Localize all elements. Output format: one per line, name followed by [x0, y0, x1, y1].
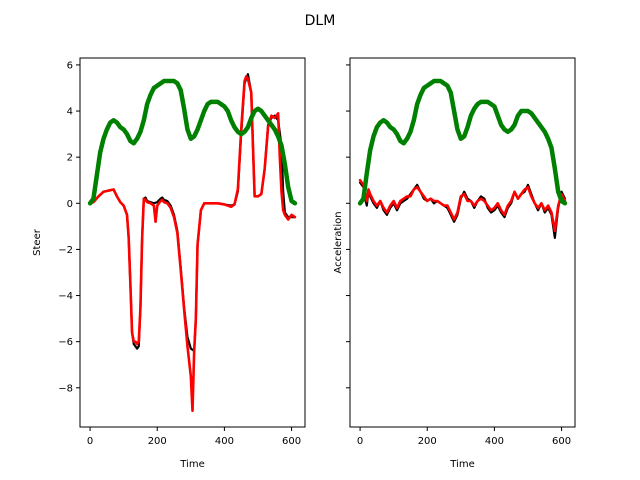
chart-2-x-tick-label: 200	[418, 436, 437, 447]
chart-2-x-tick-label: 600	[552, 436, 571, 447]
chart-1-y-tick-label: −2	[58, 245, 73, 256]
chart-1-x-tick-label: 600	[282, 436, 301, 447]
chart-2-x-tick-label: 0	[357, 436, 363, 447]
chart-1-x-tick-label: 200	[148, 436, 167, 447]
chart-1-x-tick-label: 400	[215, 436, 234, 447]
chart-2-x-axis-label: Time	[449, 459, 474, 470]
chart-1-y-tick-label: 6	[67, 60, 73, 71]
chart-1-y-tick-label: 4	[67, 107, 73, 118]
chart-2-y-axis-label: Acceleration	[333, 211, 344, 273]
chart-1-series-3-line	[87, 78, 298, 206]
chart-1-y-tick-label: 0	[67, 199, 73, 210]
chart-1-y-tick-label: −6	[58, 337, 73, 348]
chart-1-x-tick-label: 0	[87, 436, 93, 447]
chart-1-series-2-line	[88, 75, 297, 413]
chart-1-y-tick-label: 2	[67, 153, 73, 164]
figure-title: DLM	[305, 13, 336, 29]
chart-1-x-axis-label: Time	[179, 459, 204, 470]
chart-2-axes-frame	[349, 57, 576, 428]
chart-2-x-tick-label: 400	[485, 436, 504, 447]
chart-1-y-tick-label: −4	[58, 291, 73, 302]
subplots: 0 200 400 600 −8 −6 −4 −2 0 2 4 6 Time Steer 0 200 400 60…	[32, 57, 576, 470]
chart-1-y-tick-label: −8	[58, 383, 73, 394]
chart-1-y-axis-label: Steer	[32, 228, 43, 256]
chart-2-series-2-line	[358, 178, 567, 233]
chart-2-series-3-line	[357, 78, 568, 206]
chart-1-axes-frame	[79, 57, 306, 428]
